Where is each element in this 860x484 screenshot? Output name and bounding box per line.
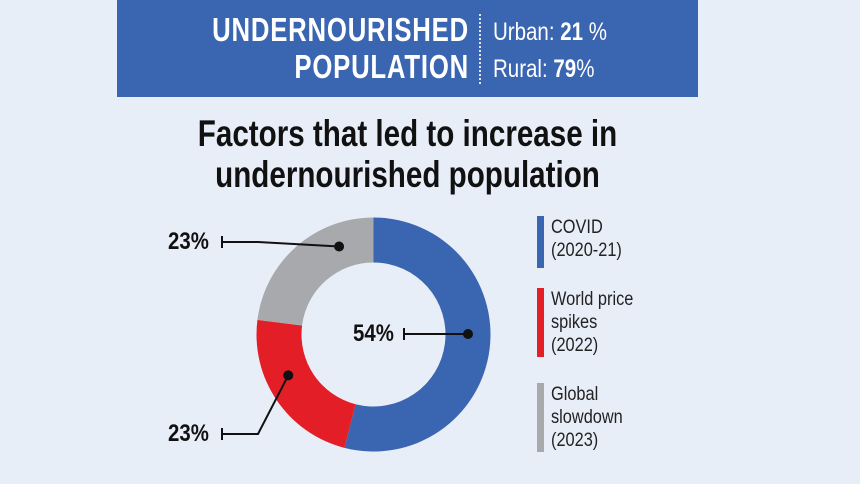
donut-slice-covid: [344, 217, 491, 452]
urban-label: Urban:: [493, 18, 555, 46]
urban-value: 21: [560, 18, 584, 46]
legend-swatch-covid: [537, 216, 544, 268]
chart-title-line1: Factors that led to increase in: [197, 113, 618, 154]
chart-title-line2: undernourished population: [215, 154, 600, 195]
donut-slice-price: [256, 319, 356, 448]
banner-title-line2: POPULATION: [294, 48, 469, 85]
leader-dot-slowdown: [334, 241, 345, 252]
data-label-price: 23%: [168, 420, 209, 447]
banner-title-line1: UNDERNOURISHED: [212, 11, 470, 48]
leader-line-price: [222, 374, 290, 435]
legend-label-covid: COVID (2020-21): [551, 217, 622, 261]
legend-swatch-slowdown: [537, 383, 544, 452]
legend-label-price: World price spikes (2022): [551, 289, 634, 356]
rural-value: 79: [553, 55, 577, 83]
data-label-slowdown: 23%: [168, 228, 209, 255]
header-banner: UNDERNOURISHED POPULATION Urban: 21 % Ru…: [117, 0, 698, 97]
leader-line-slowdown: [222, 241, 340, 248]
leader-dot-price: [283, 370, 294, 381]
urban-unit: %: [583, 18, 607, 46]
rural-stat: Rural: 79%: [493, 54, 594, 84]
banner-divider: [479, 14, 481, 84]
urban-stat: Urban: 21 %: [493, 17, 607, 47]
leader-dot-covid: [463, 329, 473, 339]
donut-slice-slowdown: [257, 217, 374, 326]
legend-label-slowdown: Global slowdown (2023): [551, 384, 623, 451]
legend-swatch-price: [537, 288, 544, 357]
rural-label: Rural:: [493, 55, 548, 83]
rural-unit: %: [576, 55, 595, 83]
data-label-covid: 54%: [353, 320, 394, 347]
